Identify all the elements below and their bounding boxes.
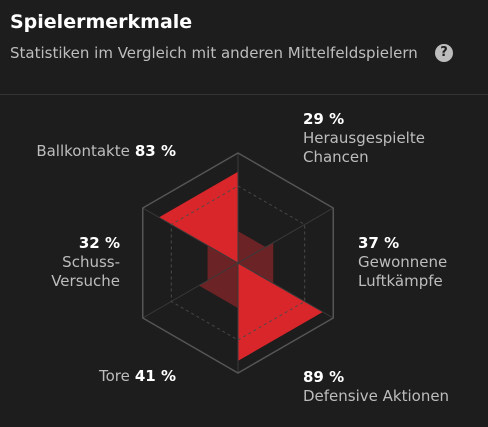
title: Spielermerkmale [10,11,193,33]
radar-wedge [238,263,323,361]
axis-label: 32 % Schuss-Versuche [40,234,120,291]
radar-wedge [238,242,274,284]
value-label: 32 % [78,234,120,252]
grid-ring [170,185,306,341]
category-label: Herausgespielte Chancen [303,129,425,166]
grid-ring [141,152,335,374]
spoke [142,262,239,319]
value-label: 83 % [134,142,176,160]
spoke [237,207,334,264]
spoke [142,207,239,264]
axis-label: Tore 41 % [20,367,176,386]
help-button[interactable]: ? [435,44,453,62]
radar-wedge [207,245,238,281]
spoke [237,262,334,319]
subtitle: Statistiken im Vergleich mit anderen Mit… [10,44,418,62]
value-label: 89 % [303,368,345,386]
category-label: Tore [99,367,130,385]
category-label: Schuss-Versuche [51,253,120,290]
axis-label: 29 % Herausgespielte Chancen [303,110,453,167]
category-label: Ballkontakte [36,142,130,160]
value-label: 29 % [303,110,345,128]
separator [0,94,488,95]
radar-wedge [158,171,238,263]
axis-label: Ballkontakte 83 % [20,142,176,161]
axis-label: 89 % Defensive Aktionen [303,368,473,406]
value-label: 41 % [134,367,176,385]
radar-wedge [238,231,266,263]
category-label: Gewonnene Luftkämpfe [358,253,448,290]
axis-label: 37 % Gewonnene Luftkämpfe [358,234,468,291]
value-label: 37 % [358,234,400,252]
category-label: Defensive Aktionen [303,387,450,405]
radar-wedge [198,263,238,309]
